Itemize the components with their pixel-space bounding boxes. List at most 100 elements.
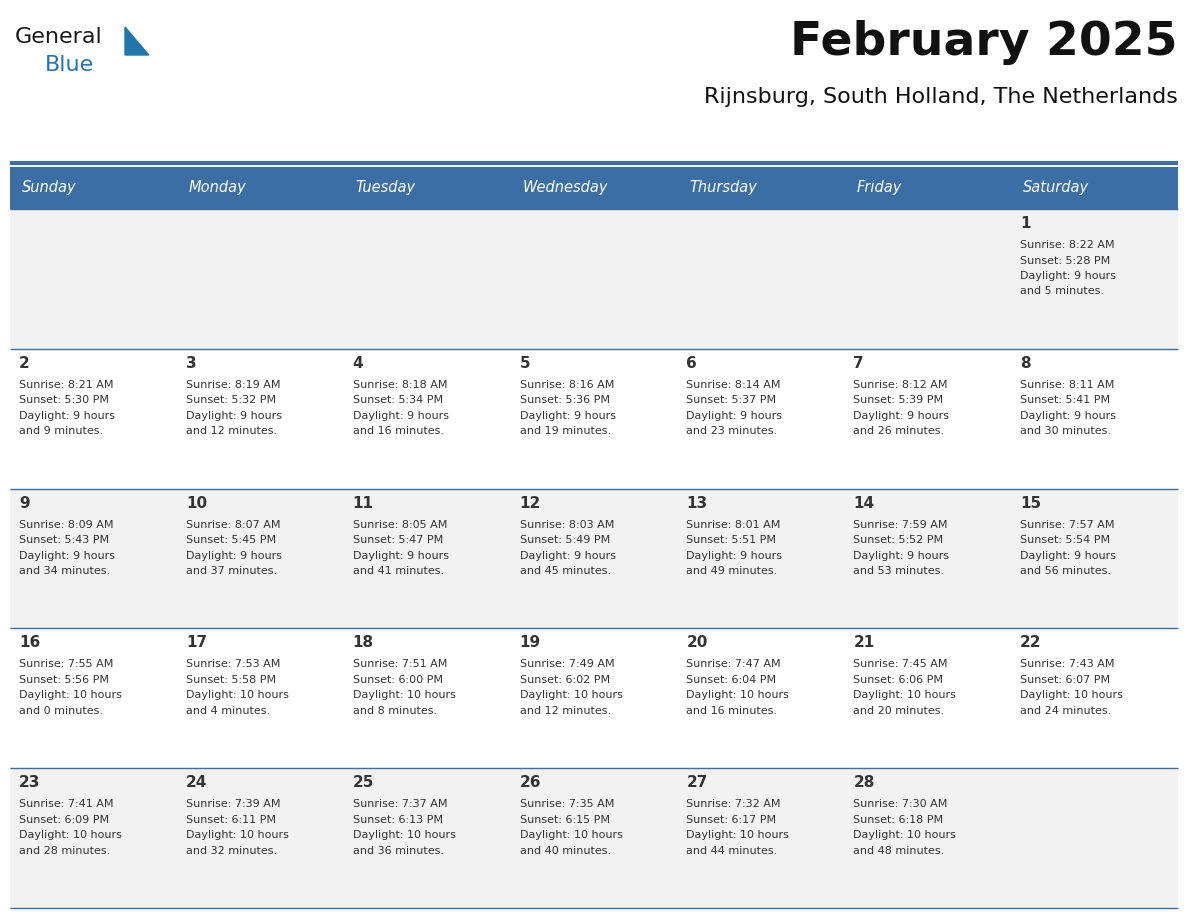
- Text: Sunrise: 7:41 AM: Sunrise: 7:41 AM: [19, 800, 114, 809]
- Text: Thursday: Thursday: [689, 181, 757, 196]
- Text: Sunrise: 8:01 AM: Sunrise: 8:01 AM: [687, 520, 781, 530]
- Text: and 20 minutes.: and 20 minutes.: [853, 706, 944, 716]
- Text: Sunset: 5:39 PM: Sunset: 5:39 PM: [853, 396, 943, 406]
- Text: Sunset: 5:54 PM: Sunset: 5:54 PM: [1020, 535, 1111, 545]
- Text: Daylight: 10 hours: Daylight: 10 hours: [853, 830, 956, 840]
- Text: Daylight: 10 hours: Daylight: 10 hours: [185, 690, 289, 700]
- Text: Sunset: 6:04 PM: Sunset: 6:04 PM: [687, 675, 777, 685]
- Text: 28: 28: [853, 775, 874, 790]
- Text: Sunrise: 7:47 AM: Sunrise: 7:47 AM: [687, 659, 781, 669]
- Text: and 12 minutes.: and 12 minutes.: [519, 706, 611, 716]
- Text: 16: 16: [19, 635, 40, 650]
- Text: Sunset: 6:13 PM: Sunset: 6:13 PM: [353, 814, 443, 824]
- Text: 4: 4: [353, 356, 364, 371]
- Text: Daylight: 9 hours: Daylight: 9 hours: [353, 410, 449, 420]
- Text: and 44 minutes.: and 44 minutes.: [687, 845, 778, 856]
- Text: Sunset: 5:58 PM: Sunset: 5:58 PM: [185, 675, 276, 685]
- Text: Daylight: 9 hours: Daylight: 9 hours: [19, 410, 115, 420]
- Text: and 30 minutes.: and 30 minutes.: [1020, 426, 1111, 436]
- Text: and 19 minutes.: and 19 minutes.: [519, 426, 611, 436]
- Text: Sunrise: 8:07 AM: Sunrise: 8:07 AM: [185, 520, 280, 530]
- Text: Sunrise: 7:35 AM: Sunrise: 7:35 AM: [519, 800, 614, 809]
- Text: Sunset: 5:49 PM: Sunset: 5:49 PM: [519, 535, 609, 545]
- Text: Sunrise: 7:39 AM: Sunrise: 7:39 AM: [185, 800, 280, 809]
- Text: and 8 minutes.: and 8 minutes.: [353, 706, 437, 716]
- Text: and 37 minutes.: and 37 minutes.: [185, 566, 277, 577]
- Text: Sunrise: 7:51 AM: Sunrise: 7:51 AM: [353, 659, 447, 669]
- Text: and 12 minutes.: and 12 minutes.: [185, 426, 277, 436]
- Text: and 26 minutes.: and 26 minutes.: [853, 426, 944, 436]
- Text: Sunset: 5:43 PM: Sunset: 5:43 PM: [19, 535, 109, 545]
- Text: Daylight: 10 hours: Daylight: 10 hours: [519, 690, 623, 700]
- Text: Sunrise: 8:16 AM: Sunrise: 8:16 AM: [519, 380, 614, 390]
- FancyBboxPatch shape: [10, 209, 1178, 349]
- Text: Saturday: Saturday: [1023, 181, 1089, 196]
- Text: Sunset: 5:36 PM: Sunset: 5:36 PM: [519, 396, 609, 406]
- Text: and 32 minutes.: and 32 minutes.: [185, 845, 277, 856]
- Text: Sunset: 5:51 PM: Sunset: 5:51 PM: [687, 535, 777, 545]
- Text: Daylight: 9 hours: Daylight: 9 hours: [519, 551, 615, 561]
- Text: 26: 26: [519, 775, 541, 790]
- Text: Daylight: 9 hours: Daylight: 9 hours: [519, 410, 615, 420]
- Text: Daylight: 9 hours: Daylight: 9 hours: [687, 410, 783, 420]
- Text: 5: 5: [519, 356, 530, 371]
- Text: 19: 19: [519, 635, 541, 650]
- Text: Rijnsburg, South Holland, The Netherlands: Rijnsburg, South Holland, The Netherland…: [704, 87, 1178, 107]
- Text: Sunset: 6:18 PM: Sunset: 6:18 PM: [853, 814, 943, 824]
- Text: 25: 25: [353, 775, 374, 790]
- Text: 13: 13: [687, 496, 708, 510]
- Text: Sunset: 6:17 PM: Sunset: 6:17 PM: [687, 814, 777, 824]
- Text: Sunrise: 8:14 AM: Sunrise: 8:14 AM: [687, 380, 781, 390]
- Text: Daylight: 10 hours: Daylight: 10 hours: [519, 830, 623, 840]
- Text: 12: 12: [519, 496, 541, 510]
- Text: February 2025: February 2025: [790, 20, 1178, 65]
- Text: Daylight: 9 hours: Daylight: 9 hours: [1020, 271, 1117, 281]
- Text: Sunrise: 7:57 AM: Sunrise: 7:57 AM: [1020, 520, 1114, 530]
- FancyBboxPatch shape: [10, 629, 1178, 768]
- Text: Daylight: 9 hours: Daylight: 9 hours: [185, 551, 282, 561]
- FancyBboxPatch shape: [10, 167, 1178, 209]
- Text: Sunrise: 8:19 AM: Sunrise: 8:19 AM: [185, 380, 280, 390]
- Text: 11: 11: [353, 496, 374, 510]
- Text: Daylight: 10 hours: Daylight: 10 hours: [687, 830, 789, 840]
- Text: Sunset: 6:06 PM: Sunset: 6:06 PM: [853, 675, 943, 685]
- Text: Sunset: 6:02 PM: Sunset: 6:02 PM: [519, 675, 609, 685]
- Text: 14: 14: [853, 496, 874, 510]
- Text: Sunset: 5:30 PM: Sunset: 5:30 PM: [19, 396, 109, 406]
- Text: 7: 7: [853, 356, 864, 371]
- Text: 15: 15: [1020, 496, 1041, 510]
- Text: and 9 minutes.: and 9 minutes.: [19, 426, 103, 436]
- Text: Sunset: 5:45 PM: Sunset: 5:45 PM: [185, 535, 276, 545]
- Text: Daylight: 9 hours: Daylight: 9 hours: [1020, 551, 1117, 561]
- Text: Sunrise: 8:21 AM: Sunrise: 8:21 AM: [19, 380, 114, 390]
- Text: and 53 minutes.: and 53 minutes.: [853, 566, 944, 577]
- Text: Sunrise: 8:12 AM: Sunrise: 8:12 AM: [853, 380, 948, 390]
- Text: Daylight: 10 hours: Daylight: 10 hours: [185, 830, 289, 840]
- Text: and 23 minutes.: and 23 minutes.: [687, 426, 778, 436]
- Text: Sunrise: 7:30 AM: Sunrise: 7:30 AM: [853, 800, 948, 809]
- Text: 18: 18: [353, 635, 374, 650]
- Text: 17: 17: [185, 635, 207, 650]
- Text: Daylight: 9 hours: Daylight: 9 hours: [353, 551, 449, 561]
- Text: Daylight: 9 hours: Daylight: 9 hours: [853, 551, 949, 561]
- Polygon shape: [125, 27, 148, 55]
- Text: and 36 minutes.: and 36 minutes.: [353, 845, 443, 856]
- Text: and 34 minutes.: and 34 minutes.: [19, 566, 110, 577]
- Text: and 16 minutes.: and 16 minutes.: [353, 426, 443, 436]
- Text: Daylight: 10 hours: Daylight: 10 hours: [19, 830, 122, 840]
- Text: Sunday: Sunday: [23, 181, 76, 196]
- Text: 20: 20: [687, 635, 708, 650]
- Text: Sunrise: 8:05 AM: Sunrise: 8:05 AM: [353, 520, 447, 530]
- Text: 8: 8: [1020, 356, 1031, 371]
- Text: and 49 minutes.: and 49 minutes.: [687, 566, 778, 577]
- Text: Sunset: 5:32 PM: Sunset: 5:32 PM: [185, 396, 276, 406]
- Text: 22: 22: [1020, 635, 1042, 650]
- Text: Wednesday: Wednesday: [523, 181, 608, 196]
- Text: 1: 1: [1020, 216, 1031, 231]
- Text: Sunset: 6:15 PM: Sunset: 6:15 PM: [519, 814, 609, 824]
- Text: General: General: [15, 27, 102, 47]
- Text: Sunrise: 8:22 AM: Sunrise: 8:22 AM: [1020, 240, 1114, 250]
- Text: and 40 minutes.: and 40 minutes.: [519, 845, 611, 856]
- Text: Daylight: 10 hours: Daylight: 10 hours: [19, 690, 122, 700]
- Text: 21: 21: [853, 635, 874, 650]
